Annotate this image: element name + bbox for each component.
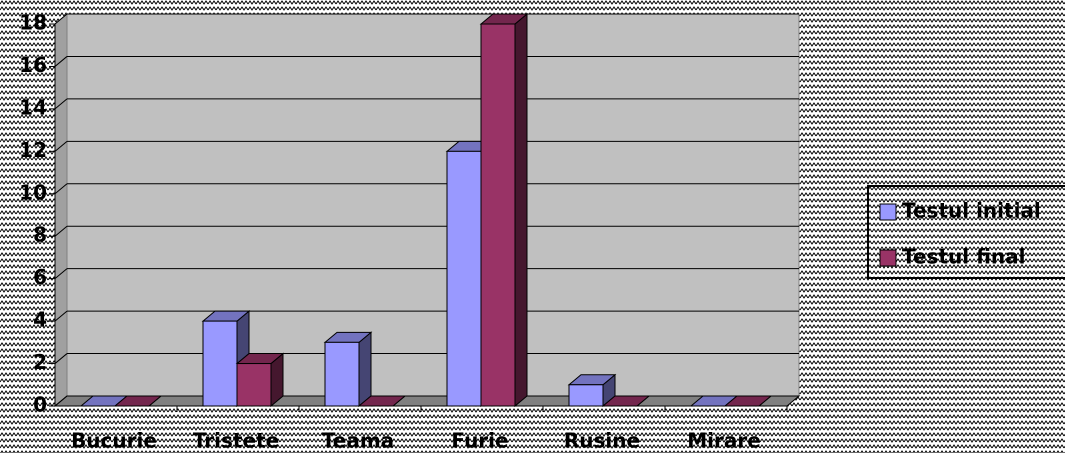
y-tick-label: 2: [33, 350, 47, 374]
grid-line: [54, 395, 799, 407]
grid-line: [54, 225, 799, 237]
x-tick-label: Mirare: [687, 429, 761, 453]
grid-line-side: [54, 56, 68, 67]
bar: [601, 395, 651, 407]
bar-front: [324, 341, 360, 407]
y-tick-label: 12: [19, 138, 47, 162]
bar: [113, 395, 163, 407]
legend-label: Testul initial: [902, 199, 1041, 223]
legend-box: [867, 185, 1065, 279]
bar-side: [358, 331, 372, 408]
bar-front: [480, 23, 516, 407]
bar: [723, 395, 773, 407]
bar: [357, 395, 407, 407]
grid-line-side: [54, 268, 68, 280]
bar-side: [514, 12, 528, 408]
x-tick-label: Tristete: [193, 429, 279, 453]
bar: [235, 352, 285, 408]
back-wall: [66, 13, 800, 397]
bar-top: [601, 395, 651, 407]
bar: [567, 373, 617, 408]
y-tick-label: 0: [33, 393, 47, 417]
y-tick-label: 16: [19, 53, 47, 77]
y-tick-label: 14: [19, 95, 47, 119]
grid-line-side: [54, 225, 68, 237]
grid-line: [54, 310, 799, 322]
grid-line-side: [54, 140, 68, 152]
bar-front: [446, 150, 482, 407]
bar-front: [568, 384, 604, 407]
bar: [479, 12, 529, 408]
grid-line: [54, 353, 799, 364]
grid-line: [54, 140, 799, 152]
bar-top: [723, 395, 773, 407]
grid-line: [54, 13, 799, 25]
grid-line-side: [54, 183, 68, 195]
grid-line-side: [54, 353, 68, 364]
bar-top: [113, 395, 163, 407]
legend: Testul initial Testul final: [867, 185, 1065, 279]
legend-swatch: [879, 203, 897, 221]
grid-line-side: [54, 395, 68, 407]
y-tick-label: 4: [33, 308, 47, 332]
grid-line-side: [54, 13, 68, 25]
x-tick-label: Rusine: [564, 429, 640, 453]
y-tick-label: 18: [19, 11, 47, 35]
grid-line: [54, 183, 799, 195]
x-tick-label: Bucurie: [71, 429, 157, 453]
grid-line: [54, 98, 799, 110]
y-tick-label: 10: [19, 180, 47, 204]
bar: [323, 331, 373, 408]
grid-line: [54, 268, 799, 280]
bar-front: [202, 320, 238, 407]
bar-front: [236, 363, 272, 407]
grid-line: [54, 55, 799, 67]
legend-swatch: [879, 249, 897, 267]
side-wall: [54, 12, 68, 408]
grid-line-side: [54, 310, 68, 322]
y-tick-label: 6: [33, 265, 47, 289]
x-tick-label: Teama: [322, 429, 394, 453]
x-tick-label: Furie: [451, 429, 508, 453]
y-tick-label: 8: [33, 223, 47, 247]
floor: [53, 395, 801, 407]
legend-label: Testul final: [902, 245, 1026, 269]
bar-top: [357, 395, 407, 407]
grid-line-side: [54, 98, 68, 110]
